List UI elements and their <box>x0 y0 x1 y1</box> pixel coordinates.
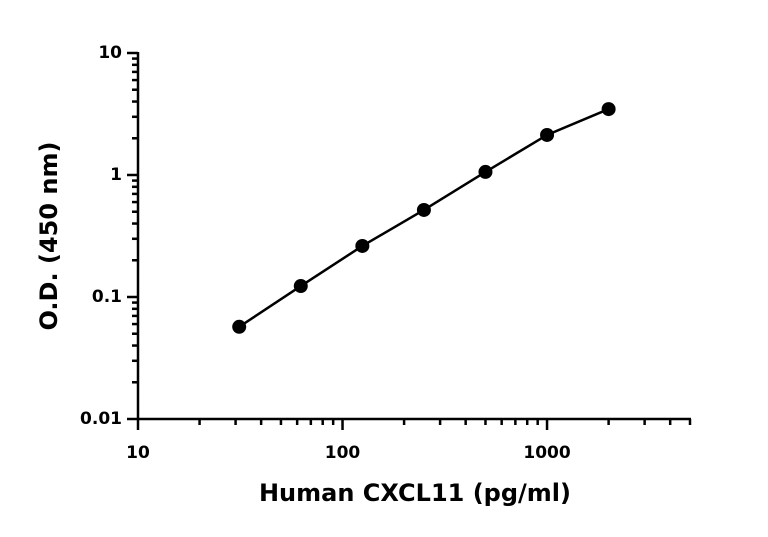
x-tick-label: 10 <box>126 443 150 463</box>
fit-line <box>238 107 610 328</box>
data-point <box>232 319 247 334</box>
data-point <box>416 202 431 217</box>
y-tick-label: 10 <box>98 43 122 63</box>
y-tick-label: 0.01 <box>80 409 122 429</box>
data-point <box>601 102 616 117</box>
data-point <box>293 279 308 294</box>
x-tick-label: 1000 <box>523 443 570 463</box>
data-point <box>478 164 493 179</box>
x-axis-title: Human CXCL11 (pg/ml) <box>259 479 571 507</box>
y-axis-title: O.D. (450 nm) <box>35 142 63 331</box>
data-point <box>355 238 370 253</box>
data-point <box>540 127 555 142</box>
x-tick-label: 100 <box>325 443 361 463</box>
y-tick-label: 0.1 <box>92 287 122 307</box>
y-tick-label: 1 <box>110 165 122 185</box>
